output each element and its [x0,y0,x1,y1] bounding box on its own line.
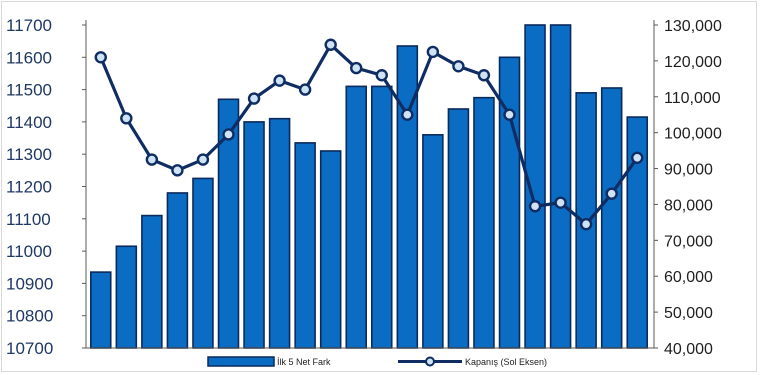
bar [115,245,138,349]
y-right-tick-label: 130,000 [664,18,722,35]
bar-series [90,24,648,349]
line-point [120,112,133,125]
line-point [350,61,363,75]
y-left-tick-label: 11200 [6,178,52,197]
line-point [324,38,337,51]
bar [396,45,419,349]
bar [268,117,291,349]
line-point [145,153,159,166]
bar [371,85,393,349]
line-point [426,45,440,59]
line-point [452,60,465,73]
bar [90,271,112,349]
bar [600,87,623,349]
y-left-tick-label: 11100 [6,210,51,229]
y-right-tick-label: 60,000 [664,269,713,286]
y-left-tick-label: 11500 [6,81,52,100]
line-point [298,83,312,96]
line-point [171,164,184,177]
legend-label-line: Kapanış (Sol Eksen) [465,357,547,367]
y-left-tick-label: 11000 [6,242,52,261]
line-point [605,187,618,200]
y-right-tick-label: 40,000 [664,341,713,358]
bar [141,214,163,349]
line-point [554,196,567,209]
y-left-tick-label: 11400 [6,113,52,132]
bar [473,96,495,349]
legend-swatch-bars [207,356,275,367]
line-point [579,217,593,231]
y-right-tick-label: 120,000 [664,54,722,71]
y-left-tick-label: 11700 [6,16,52,35]
bar [192,177,214,349]
legend-swatch-marker [425,356,435,367]
line-point [528,200,542,213]
line-point [401,108,414,121]
bar [345,85,367,349]
y-left-tick-label: 10700 [6,339,53,358]
plot-area [90,24,648,349]
bar [243,121,265,349]
bar [166,192,189,349]
bar [549,24,572,349]
y-right-tick-label: 80,000 [664,197,713,214]
line-point [222,128,235,141]
line-point [477,69,491,82]
y-left-axis: 10700 10800 10900 11000 11100 11200 11300 11400… [6,16,86,358]
line-point [273,74,286,87]
line-series [94,38,644,231]
bar [447,108,470,349]
line-point [196,153,210,166]
line-point [631,151,644,164]
y-left-tick-label: 10800 [6,307,53,326]
line-point [94,51,107,64]
y-right-tick-label: 100,000 [664,126,722,143]
legend: İlk 5 Net Fark Kapanış (Sol Eksen) [207,356,547,367]
line-point [247,92,261,105]
y-right-tick-label: 90,000 [664,162,713,179]
line-point [503,108,516,121]
y-right-tick-label: 70,000 [664,233,713,250]
y-left-tick-label: 11300 [6,145,52,164]
bar [294,142,316,349]
y-right-tick-label: 50,000 [664,305,713,322]
legend-label-bars: İlk 5 Net Fark [277,357,331,367]
line-path [99,43,639,226]
y-left-tick-label: 10900 [6,274,53,293]
bar [319,150,342,349]
y-right-axis: 40,000 50,000 60,000 70,000 80,000 90,000 100,… [654,18,722,358]
bar [422,134,444,349]
y-left-tick-label: 11600 [6,48,52,67]
bar [498,56,521,349]
y-right-tick-label: 110,000 [664,90,721,107]
line-point [375,69,388,82]
